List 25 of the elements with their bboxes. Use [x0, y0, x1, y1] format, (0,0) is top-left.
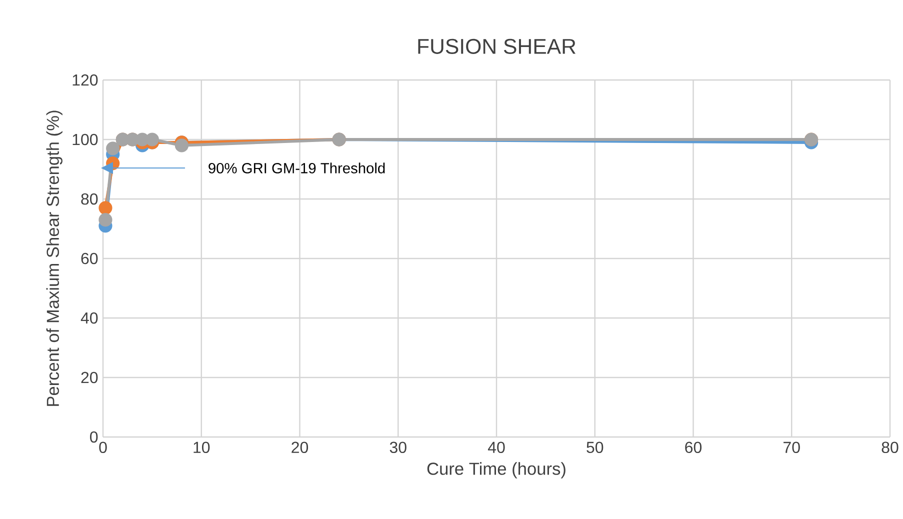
- x-tick-label: 20: [292, 442, 308, 454]
- point: [174, 138, 189, 152]
- point: [98, 213, 112, 227]
- x-tick-label: 30: [390, 442, 406, 454]
- y-tick-label: 20: [81, 372, 98, 384]
- y-tick-label: 80: [81, 193, 98, 205]
- y-tick-label: 40: [80, 312, 98, 324]
- y-tick-label: 60: [81, 252, 98, 264]
- x-tick-label: 10: [194, 442, 210, 454]
- chart-title: FUSION SHEAR: [418, 38, 576, 54]
- x-axis-title: Cure Time (hours): [427, 462, 566, 478]
- x-tick-label: 50: [586, 442, 604, 454]
- point: [145, 132, 159, 146]
- annotation: 90% GRI GM-19 Threshold: [208, 162, 385, 174]
- x-tick-label: 80: [882, 442, 898, 454]
- x-tick-label: 0: [99, 442, 107, 454]
- x-tick-label: 40: [488, 442, 505, 454]
- y-axis-title: Percent of Maxium Shear Strength (%): [46, 110, 62, 406]
- point: [98, 201, 112, 215]
- point: [106, 142, 120, 156]
- y-tick-label: 0: [90, 431, 98, 443]
- x-tick-label: 70: [784, 442, 800, 454]
- y-tick-label: 120: [72, 74, 98, 86]
- x-tick-label: 60: [685, 442, 702, 454]
- y-tick-label: 100: [72, 134, 98, 146]
